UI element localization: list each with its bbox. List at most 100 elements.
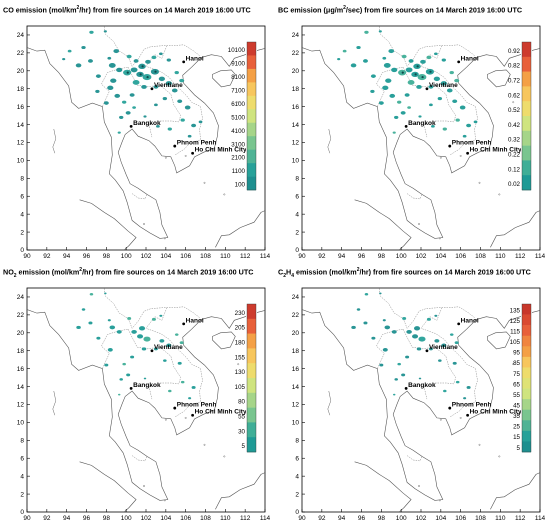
fire-emission-spot — [388, 49, 395, 54]
y-tick-label: 10 — [17, 158, 25, 165]
legend-outline — [246, 303, 257, 453]
fire-emission-spot — [159, 314, 163, 317]
fire-emission-spot — [127, 317, 132, 320]
y-tick-label: 20 — [292, 68, 300, 75]
island — [418, 223, 420, 225]
fire-emission-spot — [364, 293, 369, 296]
island — [223, 193, 226, 196]
city-marker — [182, 322, 186, 326]
legend-label: 65 — [513, 381, 520, 388]
x-tick-label: 106 — [455, 515, 466, 522]
city-label: Bangkok — [133, 382, 161, 389]
y-tick-label: 16 — [17, 366, 25, 373]
y-tick-label: 4 — [295, 473, 299, 480]
legend-color-swatch — [522, 356, 531, 368]
legend-color-swatch — [247, 304, 256, 320]
fire-emission-spot — [130, 67, 138, 73]
fire-emission-spot — [162, 97, 168, 101]
title-superscript: 2 — [356, 267, 360, 273]
fire-emission-spot — [107, 85, 114, 91]
x-tick-label: 94 — [63, 515, 71, 522]
city-marker — [466, 151, 470, 155]
fire-emission-spot — [167, 127, 172, 131]
borneo-coastline — [490, 210, 540, 248]
fire-emission-spot — [126, 373, 131, 377]
country-border — [131, 455, 148, 462]
legend-color-swatch — [247, 55, 256, 70]
y-tick-label: 20 — [292, 330, 300, 337]
fire-emission-spot — [434, 339, 440, 343]
city-marker — [129, 124, 133, 128]
fire-emission-spot — [392, 131, 396, 134]
legend-label: 205 — [235, 325, 246, 332]
x-tick-label: 90 — [298, 253, 306, 260]
x-tick-label: 114 — [260, 253, 271, 260]
fire-emission-spot — [408, 59, 414, 63]
fire-emission-spot — [198, 120, 203, 124]
x-tick-label: 100 — [121, 253, 132, 260]
fire-emission-spot — [426, 317, 431, 321]
y-tick-label: 0 — [295, 247, 299, 254]
map-layer — [27, 288, 265, 512]
island — [439, 156, 442, 159]
fire-emission-spot — [418, 336, 426, 342]
legend-color-swatch — [247, 363, 256, 379]
fire-emission-spot — [378, 101, 384, 105]
legend-label: 15 — [513, 434, 520, 441]
fire-emission-spot — [442, 127, 447, 131]
y-tick-label: 10 — [17, 420, 25, 427]
legend-color-swatch — [247, 318, 256, 334]
fire-emission-spot — [188, 397, 192, 400]
fire-emission-hotspot — [139, 73, 142, 76]
fire-emission-spot — [154, 103, 158, 107]
hainan-coastline — [212, 69, 236, 88]
legend-label: 6100 — [231, 101, 245, 108]
island — [438, 499, 441, 502]
legend-color-swatch — [522, 420, 531, 432]
y-tick-label: 12 — [17, 402, 25, 409]
legend-label: 135 — [510, 307, 521, 314]
x-tick-label: 102 — [141, 253, 152, 260]
title-superscript: 2 — [79, 267, 83, 273]
y-tick-label: 22 — [292, 312, 300, 319]
y-tick-label: 18 — [292, 86, 300, 93]
legend-label: 25 — [513, 424, 520, 431]
x-tick-label: 106 — [180, 515, 191, 522]
title-subscript: 2 — [283, 272, 286, 279]
city-label: Hanoi — [186, 317, 204, 324]
fire-emission-spot — [370, 89, 375, 93]
sumatra-coastline — [79, 199, 137, 250]
island — [143, 485, 145, 487]
city-label: Ho Chi Minh City — [195, 409, 247, 416]
fire-emission-spot — [191, 386, 196, 389]
fire-emission-spot — [109, 325, 116, 330]
x-tick-label: 102 — [141, 515, 152, 522]
fire-emission-spot — [187, 134, 192, 138]
fire-emission-hotspot — [154, 70, 157, 73]
island — [478, 443, 481, 446]
y-tick-label: 2 — [295, 491, 299, 498]
city-label: Phnom Penh — [177, 140, 217, 147]
fire-emission-spot — [104, 363, 109, 367]
fire-emission-spot — [455, 118, 460, 122]
x-tick-label: 108 — [475, 253, 486, 260]
x-tick-label: 112 — [240, 253, 251, 260]
x-tick-label: 98 — [103, 515, 111, 522]
city-marker — [425, 349, 429, 353]
fire-emission-spot — [429, 103, 433, 107]
x-tick-label: 94 — [338, 515, 346, 522]
fire-emission-spot — [473, 120, 478, 124]
legend-label: 10100 — [228, 47, 246, 54]
borneo-coastline — [215, 210, 265, 248]
city-label: Bangkok — [133, 120, 161, 127]
x-tick-label: 100 — [121, 515, 132, 522]
legend-color-swatch — [247, 122, 256, 137]
x-tick-label: 104 — [160, 515, 171, 522]
x-tick-label: 108 — [475, 515, 486, 522]
fire-emission-spot — [382, 56, 387, 60]
fire-emission-spot — [416, 84, 422, 89]
fire-emission-spot — [141, 347, 147, 351]
country-border — [402, 67, 456, 138]
